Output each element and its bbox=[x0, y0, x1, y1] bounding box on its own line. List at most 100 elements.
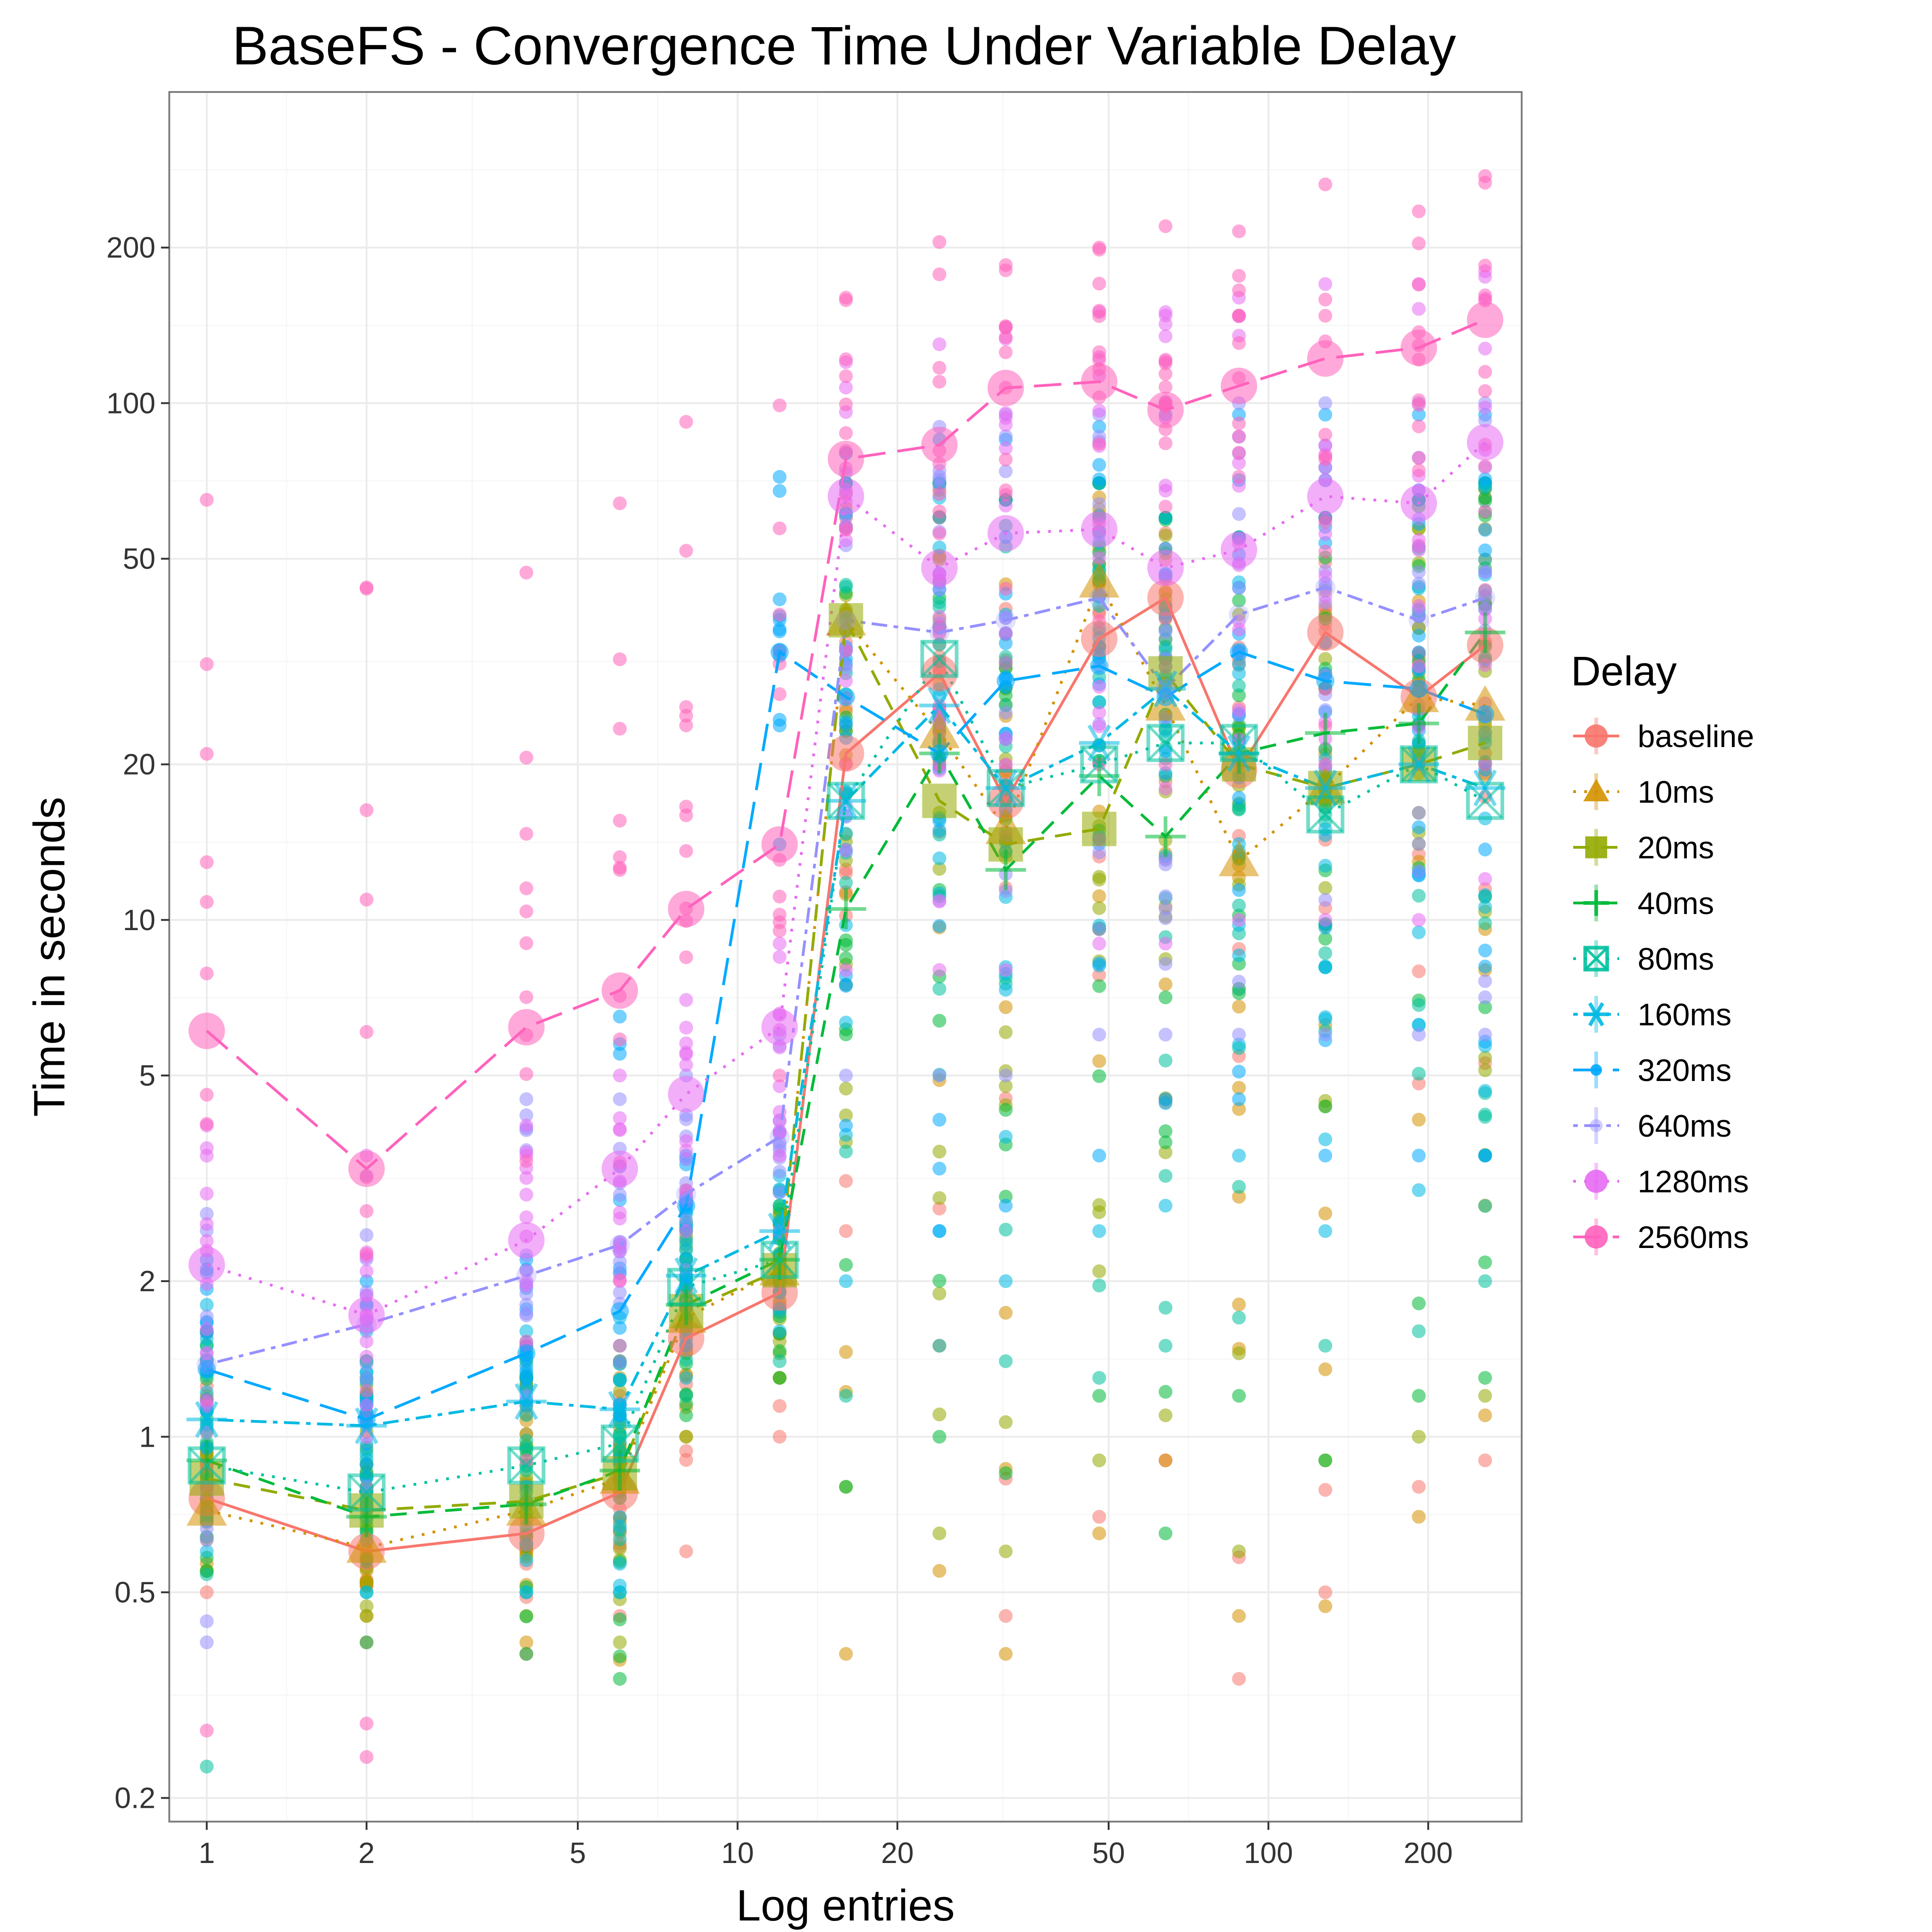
data-point bbox=[1412, 837, 1426, 851]
marker-shape bbox=[1147, 724, 1184, 761]
data-point bbox=[1092, 309, 1106, 323]
data-point bbox=[519, 1635, 534, 1650]
marker-shape bbox=[1147, 580, 1184, 616]
data-point bbox=[1412, 806, 1426, 820]
data-point bbox=[679, 1213, 693, 1227]
data-point bbox=[1412, 1183, 1426, 1197]
data-point bbox=[1412, 419, 1426, 433]
data-point bbox=[1092, 1264, 1106, 1278]
legend-label: 320ms bbox=[1638, 1053, 1731, 1088]
data-point bbox=[932, 1287, 947, 1301]
mean-marker bbox=[1305, 713, 1346, 753]
data-point bbox=[1092, 956, 1106, 971]
mean-marker bbox=[761, 1009, 798, 1046]
marker-shape bbox=[927, 687, 951, 724]
data-point bbox=[200, 1346, 214, 1361]
marker-shape bbox=[987, 369, 1024, 406]
data-point bbox=[839, 1389, 853, 1403]
data-point bbox=[999, 656, 1013, 671]
mean-marker bbox=[346, 1527, 387, 1563]
data-point bbox=[1092, 1389, 1106, 1403]
data-point bbox=[999, 1647, 1013, 1661]
data-point bbox=[1092, 1069, 1106, 1083]
mean-marker bbox=[828, 735, 864, 772]
data-point bbox=[1232, 507, 1246, 521]
data-point bbox=[772, 607, 787, 621]
mean-marker bbox=[1400, 485, 1437, 522]
data-point bbox=[1318, 396, 1333, 410]
data-point bbox=[1412, 964, 1426, 978]
marker-shape bbox=[1219, 724, 1258, 762]
data-point bbox=[1412, 1076, 1426, 1091]
data-point bbox=[679, 1058, 693, 1072]
data-point bbox=[1232, 446, 1246, 460]
mean-marker bbox=[1220, 531, 1257, 569]
data-point bbox=[200, 1234, 214, 1248]
marker-shape bbox=[667, 1076, 705, 1113]
data-point bbox=[1412, 451, 1426, 465]
data-point bbox=[679, 1243, 693, 1258]
data-point bbox=[932, 267, 947, 282]
marker-shape bbox=[919, 713, 960, 748]
data-point bbox=[1318, 913, 1333, 927]
data-point bbox=[999, 320, 1013, 334]
data-point bbox=[519, 1433, 534, 1448]
data-point bbox=[932, 1407, 947, 1421]
legend-key bbox=[1571, 711, 1622, 761]
mean-marker bbox=[1147, 549, 1184, 586]
data-point bbox=[1478, 1149, 1492, 1163]
data-point bbox=[932, 1013, 947, 1028]
data-point bbox=[1478, 1051, 1492, 1065]
data-point bbox=[1478, 900, 1492, 914]
data-point bbox=[772, 1079, 787, 1093]
legend-key-marker bbox=[1585, 836, 1607, 858]
data-point bbox=[772, 950, 787, 964]
mean-marker bbox=[835, 610, 856, 631]
data-point bbox=[999, 464, 1013, 478]
data-point bbox=[1232, 791, 1246, 805]
marker-shape bbox=[930, 744, 949, 763]
data-point bbox=[772, 521, 787, 535]
marker-shape bbox=[1089, 587, 1110, 608]
mean-marker bbox=[1400, 329, 1437, 366]
data-point bbox=[679, 844, 693, 858]
data-point bbox=[613, 863, 627, 877]
data-point bbox=[1412, 576, 1426, 591]
data-point bbox=[1092, 901, 1106, 915]
data-point bbox=[1478, 990, 1492, 1005]
data-point bbox=[1092, 1054, 1106, 1068]
marker-shape bbox=[1148, 656, 1183, 691]
data-point bbox=[1478, 543, 1492, 558]
data-point bbox=[359, 1585, 374, 1599]
data-point bbox=[1232, 1346, 1246, 1360]
marker-shape bbox=[761, 1009, 798, 1046]
data-point bbox=[1232, 269, 1246, 283]
mean-marker bbox=[987, 782, 1024, 819]
marker-shape bbox=[1307, 614, 1344, 651]
legend-key bbox=[1571, 933, 1622, 984]
marker-shape bbox=[348, 1297, 385, 1334]
data-point bbox=[1158, 1198, 1173, 1213]
data-point bbox=[1232, 1064, 1246, 1079]
data-point bbox=[932, 851, 947, 865]
data-point bbox=[679, 1046, 693, 1060]
y-tick-label: 2 bbox=[139, 1265, 155, 1298]
marker-shape bbox=[1307, 796, 1344, 833]
data-point bbox=[359, 1274, 374, 1288]
data-point bbox=[772, 1344, 787, 1358]
data-point bbox=[1478, 1389, 1492, 1403]
x-axis: 1 2 5 10 20 50 100 200 bbox=[199, 1822, 1453, 1869]
data-point bbox=[1318, 590, 1333, 604]
data-point bbox=[1232, 470, 1246, 484]
marker-shape bbox=[837, 688, 855, 707]
data-point bbox=[932, 473, 947, 487]
marker-shape bbox=[761, 826, 798, 863]
x-tick-label: 100 bbox=[1244, 1836, 1293, 1869]
data-point bbox=[613, 1649, 627, 1663]
data-point bbox=[1092, 1371, 1106, 1385]
data-point bbox=[999, 1079, 1013, 1093]
data-point bbox=[772, 937, 787, 951]
y-axis: 0.2 0.5 1 2 5 10 20 50 100 200 bbox=[106, 231, 169, 1815]
mean-marker bbox=[601, 972, 638, 1009]
